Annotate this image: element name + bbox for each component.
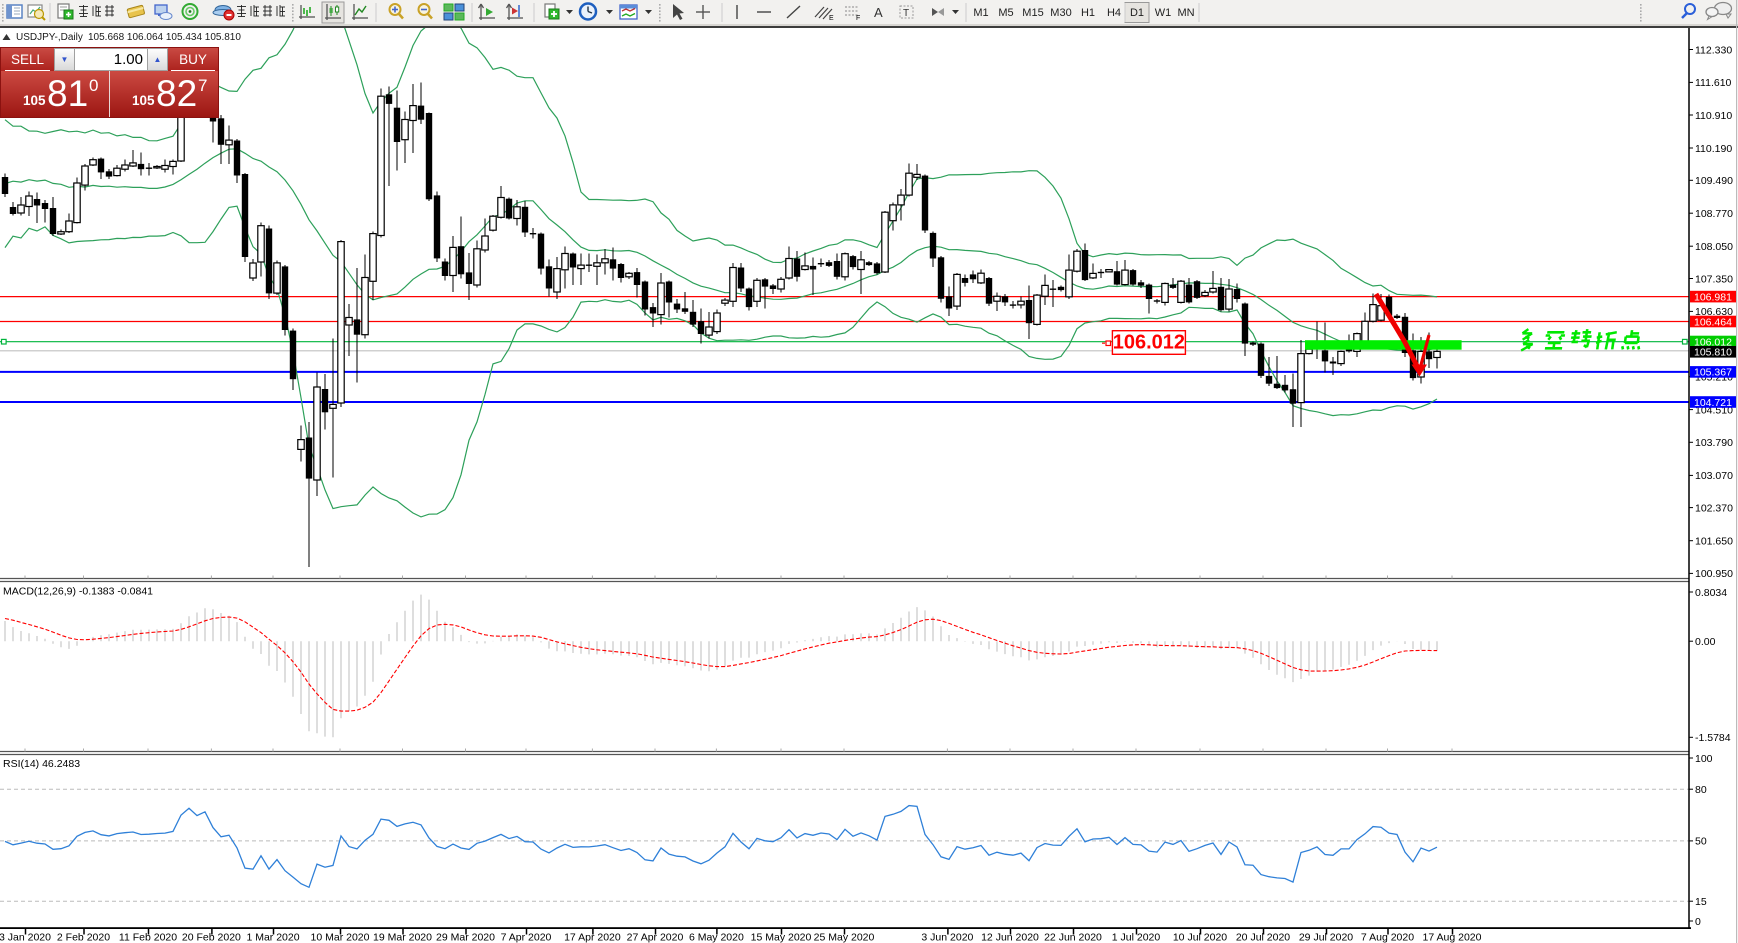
- svg-text:M5: M5: [998, 7, 1013, 19]
- svg-text:105.668 106.064 105.434 105.81: 105.668 106.064 105.434 105.810: [88, 32, 241, 43]
- svg-text:H1: H1: [1081, 7, 1095, 19]
- svg-text:29 Mar 2020: 29 Mar 2020: [436, 932, 495, 943]
- svg-text:104.721: 104.721: [1694, 397, 1732, 409]
- svg-text:50: 50: [1695, 836, 1707, 848]
- svg-text:106.981: 106.981: [1694, 291, 1732, 303]
- svg-text:-1.5784: -1.5784: [1695, 732, 1731, 744]
- svg-text:1 Mar 2020: 1 Mar 2020: [246, 932, 299, 943]
- svg-text:103.790: 103.790: [1695, 437, 1733, 449]
- svg-text:108.050: 108.050: [1695, 241, 1733, 253]
- svg-text:29 Jul 2020: 29 Jul 2020: [1299, 932, 1353, 943]
- svg-text:0.8034: 0.8034: [1695, 587, 1727, 599]
- svg-text:111.610: 111.610: [1695, 77, 1732, 89]
- svg-text:F: F: [856, 15, 860, 22]
- svg-text:112.330: 112.330: [1695, 44, 1732, 56]
- svg-text:20 Feb 2020: 20 Feb 2020: [182, 932, 241, 943]
- svg-text:22 Jun 2020: 22 Jun 2020: [1044, 932, 1102, 943]
- svg-text:M30: M30: [1050, 7, 1071, 19]
- svg-text:MN: MN: [1177, 7, 1194, 19]
- svg-text:D1: D1: [1130, 7, 1144, 19]
- svg-text:25 May 2020: 25 May 2020: [814, 932, 875, 943]
- svg-text:80: 80: [1695, 784, 1707, 796]
- svg-text:19 Mar 2020: 19 Mar 2020: [373, 932, 432, 943]
- svg-text:7 Apr 2020: 7 Apr 2020: [501, 932, 552, 943]
- svg-text:106.012: 106.012: [1694, 336, 1732, 348]
- svg-text:3 Jun 2020: 3 Jun 2020: [921, 932, 973, 943]
- svg-text:USDJPY-,Daily: USDJPY-,Daily: [16, 32, 83, 43]
- svg-text:106.012: 106.012: [1113, 332, 1185, 354]
- svg-text:110.910: 110.910: [1695, 110, 1732, 122]
- svg-text:15: 15: [1695, 896, 1707, 908]
- svg-text:102.370: 102.370: [1695, 502, 1733, 514]
- svg-text:H4: H4: [1107, 7, 1121, 19]
- svg-text:105.367: 105.367: [1694, 367, 1732, 379]
- svg-text:7 Aug 2020: 7 Aug 2020: [1361, 932, 1414, 943]
- svg-text:101.650: 101.650: [1695, 536, 1733, 548]
- svg-text:T: T: [903, 8, 909, 19]
- svg-text:2 Feb 2020: 2 Feb 2020: [57, 932, 110, 943]
- svg-text:0.00: 0.00: [1695, 636, 1716, 648]
- svg-text:105.810: 105.810: [1694, 347, 1732, 359]
- svg-text:103.070: 103.070: [1695, 470, 1733, 482]
- svg-text:3 Jan 2020: 3 Jan 2020: [0, 932, 51, 943]
- svg-text:106.464: 106.464: [1694, 316, 1732, 328]
- svg-text:17 Apr 2020: 17 Apr 2020: [564, 932, 621, 943]
- svg-text:12 Jun 2020: 12 Jun 2020: [981, 932, 1039, 943]
- svg-text:M1: M1: [973, 7, 988, 19]
- svg-text:W1: W1: [1155, 7, 1172, 19]
- svg-text:6 May 2020: 6 May 2020: [689, 932, 744, 943]
- svg-text:RSI(14) 46.2483: RSI(14) 46.2483: [3, 758, 80, 770]
- svg-text:A: A: [874, 5, 883, 20]
- svg-text:109.490: 109.490: [1695, 175, 1733, 187]
- svg-text:100.950: 100.950: [1695, 568, 1733, 580]
- svg-text:11 Feb 2020: 11 Feb 2020: [119, 932, 177, 943]
- svg-text:107.350: 107.350: [1695, 273, 1733, 285]
- svg-text:M15: M15: [1022, 7, 1043, 19]
- svg-text:20 Jul 2020: 20 Jul 2020: [1236, 932, 1290, 943]
- svg-text:110.190: 110.190: [1695, 143, 1732, 155]
- svg-text:27 Apr 2020: 27 Apr 2020: [627, 932, 684, 943]
- svg-text:0: 0: [1695, 916, 1701, 928]
- svg-text:100: 100: [1695, 753, 1713, 765]
- svg-text:108.770: 108.770: [1695, 208, 1733, 220]
- svg-text:17 Aug 2020: 17 Aug 2020: [1423, 932, 1482, 943]
- svg-text:106.630: 106.630: [1695, 306, 1733, 318]
- svg-text:MACD(12,26,9) -0.1383 -0.0841: MACD(12,26,9) -0.1383 -0.0841: [3, 586, 153, 598]
- svg-text:E: E: [829, 15, 834, 22]
- svg-text:10 Jul 2020: 10 Jul 2020: [1173, 932, 1227, 943]
- svg-text:15 May 2020: 15 May 2020: [751, 932, 812, 943]
- svg-text:10 Mar 2020: 10 Mar 2020: [311, 932, 370, 943]
- svg-text:1 Jul 2020: 1 Jul 2020: [1112, 932, 1161, 943]
